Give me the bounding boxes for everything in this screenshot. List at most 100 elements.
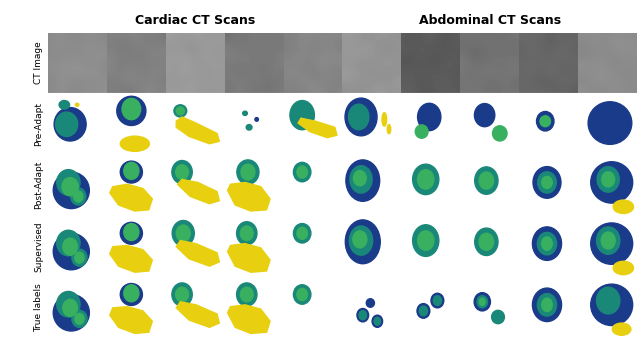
Ellipse shape bbox=[124, 285, 139, 302]
Ellipse shape bbox=[613, 261, 634, 275]
Ellipse shape bbox=[124, 162, 139, 180]
Ellipse shape bbox=[474, 104, 495, 127]
Ellipse shape bbox=[612, 323, 631, 335]
Ellipse shape bbox=[413, 225, 439, 256]
Ellipse shape bbox=[290, 101, 314, 130]
Ellipse shape bbox=[75, 252, 84, 263]
Ellipse shape bbox=[591, 284, 633, 325]
Ellipse shape bbox=[588, 102, 632, 144]
Ellipse shape bbox=[541, 237, 552, 250]
Ellipse shape bbox=[346, 160, 380, 201]
Ellipse shape bbox=[241, 226, 253, 241]
Ellipse shape bbox=[417, 170, 434, 189]
Polygon shape bbox=[176, 117, 220, 144]
Ellipse shape bbox=[122, 98, 141, 120]
Ellipse shape bbox=[246, 124, 252, 130]
Ellipse shape bbox=[417, 103, 441, 131]
Ellipse shape bbox=[120, 284, 143, 305]
Ellipse shape bbox=[120, 222, 143, 244]
Ellipse shape bbox=[601, 232, 615, 249]
Text: CT Image: CT Image bbox=[34, 41, 43, 84]
Ellipse shape bbox=[70, 188, 86, 205]
Ellipse shape bbox=[536, 112, 554, 131]
Ellipse shape bbox=[63, 299, 77, 317]
Ellipse shape bbox=[116, 96, 146, 125]
Ellipse shape bbox=[353, 171, 366, 186]
Ellipse shape bbox=[241, 287, 253, 302]
Ellipse shape bbox=[479, 172, 493, 189]
Ellipse shape bbox=[74, 191, 83, 202]
Ellipse shape bbox=[538, 293, 557, 316]
Ellipse shape bbox=[56, 112, 77, 136]
Ellipse shape bbox=[475, 228, 498, 255]
Ellipse shape bbox=[237, 283, 257, 306]
Ellipse shape bbox=[346, 220, 380, 264]
Ellipse shape bbox=[492, 310, 504, 324]
Ellipse shape bbox=[349, 226, 372, 255]
Ellipse shape bbox=[53, 294, 90, 331]
Ellipse shape bbox=[602, 172, 614, 187]
Polygon shape bbox=[110, 184, 152, 211]
Ellipse shape bbox=[255, 118, 259, 121]
Polygon shape bbox=[228, 305, 270, 334]
Ellipse shape bbox=[293, 223, 311, 243]
Ellipse shape bbox=[62, 177, 78, 196]
Text: Supervised: Supervised bbox=[34, 221, 43, 272]
Ellipse shape bbox=[63, 238, 77, 255]
Ellipse shape bbox=[293, 285, 311, 304]
Ellipse shape bbox=[591, 223, 633, 264]
Ellipse shape bbox=[176, 107, 184, 115]
Ellipse shape bbox=[72, 249, 87, 266]
Ellipse shape bbox=[237, 222, 257, 245]
Ellipse shape bbox=[540, 116, 550, 127]
Ellipse shape bbox=[417, 304, 430, 318]
Ellipse shape bbox=[174, 105, 187, 117]
Ellipse shape bbox=[357, 308, 369, 322]
Polygon shape bbox=[176, 302, 220, 327]
Ellipse shape bbox=[172, 160, 192, 184]
Ellipse shape bbox=[532, 227, 561, 260]
Ellipse shape bbox=[372, 315, 383, 327]
Ellipse shape bbox=[479, 298, 485, 305]
Ellipse shape bbox=[591, 162, 633, 203]
Ellipse shape bbox=[176, 225, 190, 241]
Ellipse shape bbox=[597, 167, 620, 192]
Ellipse shape bbox=[172, 221, 195, 246]
Ellipse shape bbox=[120, 161, 143, 183]
Polygon shape bbox=[176, 241, 220, 266]
Ellipse shape bbox=[172, 283, 192, 306]
Ellipse shape bbox=[538, 232, 557, 255]
Ellipse shape bbox=[541, 298, 552, 311]
Ellipse shape bbox=[293, 162, 311, 182]
Ellipse shape bbox=[349, 104, 369, 130]
Ellipse shape bbox=[57, 291, 80, 317]
Ellipse shape bbox=[120, 136, 149, 151]
Ellipse shape bbox=[237, 160, 259, 184]
Ellipse shape bbox=[345, 98, 377, 136]
Ellipse shape bbox=[538, 172, 556, 193]
Polygon shape bbox=[110, 245, 152, 272]
Ellipse shape bbox=[387, 124, 391, 134]
Ellipse shape bbox=[53, 172, 90, 209]
Ellipse shape bbox=[431, 293, 444, 308]
Ellipse shape bbox=[532, 288, 561, 322]
Text: True labels: True labels bbox=[34, 283, 43, 332]
Ellipse shape bbox=[596, 287, 620, 314]
Text: Post-Adapt: Post-Adapt bbox=[34, 161, 43, 209]
Ellipse shape bbox=[57, 230, 80, 256]
Ellipse shape bbox=[57, 170, 80, 195]
Ellipse shape bbox=[297, 166, 307, 178]
Polygon shape bbox=[228, 244, 270, 272]
Ellipse shape bbox=[613, 200, 634, 214]
Ellipse shape bbox=[59, 101, 70, 109]
Ellipse shape bbox=[382, 113, 387, 126]
Ellipse shape bbox=[175, 287, 188, 302]
Ellipse shape bbox=[175, 165, 188, 180]
Ellipse shape bbox=[419, 306, 428, 316]
Ellipse shape bbox=[297, 288, 307, 301]
Polygon shape bbox=[298, 118, 337, 138]
Ellipse shape bbox=[353, 231, 367, 248]
Ellipse shape bbox=[475, 167, 498, 194]
Ellipse shape bbox=[541, 176, 552, 188]
Ellipse shape bbox=[54, 107, 86, 141]
